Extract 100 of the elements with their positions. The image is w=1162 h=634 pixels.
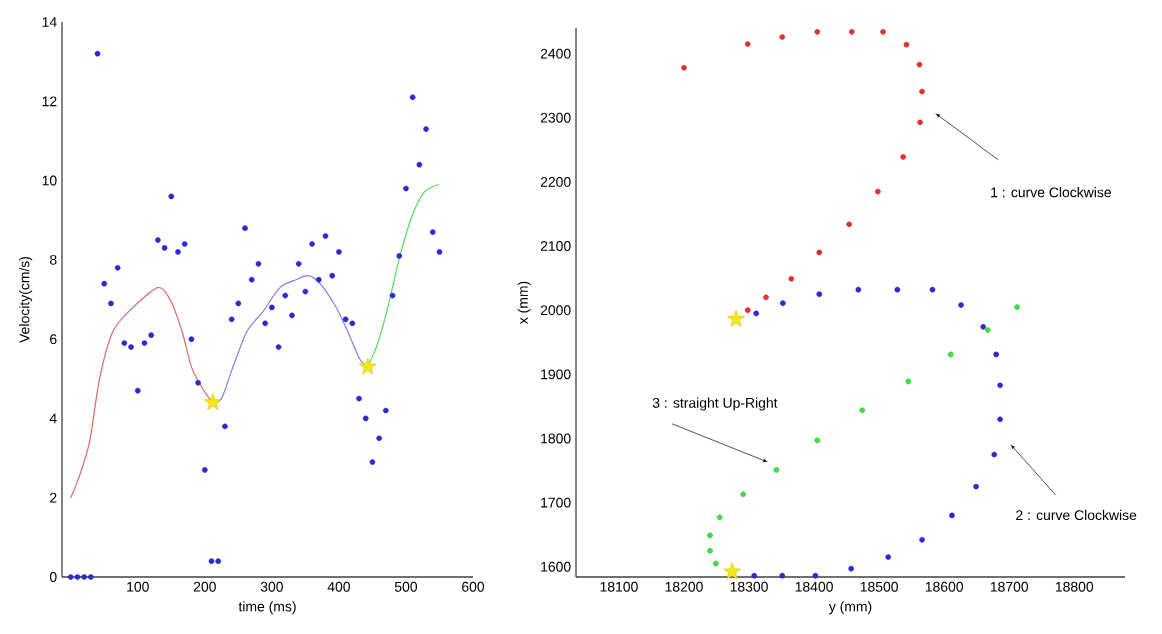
point: [222, 423, 228, 430]
point: [356, 395, 362, 402]
x-tick-label: 18200: [665, 581, 703, 592]
x-tick-label: 18100: [600, 581, 638, 592]
point: [855, 286, 862, 293]
point: [188, 336, 195, 342]
y-tick-label: 1800: [541, 433, 571, 444]
point: [875, 188, 881, 195]
point: [1014, 304, 1020, 310]
point: [723, 562, 741, 580]
x-tick-label: 18600: [925, 581, 964, 592]
point: [403, 185, 409, 192]
y-tick-label: 2000: [540, 305, 571, 316]
x-tick-label: 400: [327, 581, 350, 592]
point: [262, 320, 268, 327]
point: [751, 572, 758, 579]
point: [744, 307, 751, 313]
y-tick-label: 2: [50, 492, 57, 503]
point: [997, 416, 1003, 423]
y-tick-label: 1600: [541, 561, 571, 572]
point: [716, 514, 723, 521]
point: [329, 272, 335, 279]
point: [744, 41, 751, 47]
point: [814, 29, 821, 35]
point: [309, 241, 315, 247]
point: [409, 94, 416, 101]
point: [949, 512, 955, 519]
point: [929, 286, 936, 293]
point: [349, 320, 356, 327]
point: [849, 29, 855, 35]
point: [141, 340, 148, 346]
point: [175, 249, 181, 255]
x-tick-label: 200: [193, 581, 216, 592]
y-tick-label: 2400: [540, 48, 571, 59]
point: [740, 491, 746, 498]
point: [429, 229, 436, 235]
y-tick-label: 10: [42, 175, 57, 186]
point: [376, 435, 382, 442]
point: [816, 291, 823, 297]
point: [713, 560, 719, 567]
point: [228, 316, 235, 323]
annotation: 1 : curve Clockwise: [991, 187, 1111, 198]
y-tick-label: 6: [50, 334, 57, 345]
point: [289, 312, 295, 319]
x-tick-label: 600: [462, 581, 485, 592]
x-tick-label: 18800: [1055, 581, 1094, 592]
point: [242, 225, 248, 231]
point: [282, 292, 289, 299]
point: [763, 294, 769, 301]
point: [204, 393, 222, 411]
x-tick-label: 100: [127, 581, 149, 592]
x-axis-title: time (ms): [238, 601, 296, 615]
point: [997, 382, 1003, 389]
y-tick-label: 2300: [540, 112, 571, 123]
x-tick-label: 18700: [990, 581, 1029, 592]
y-tick-label: 1900: [541, 369, 571, 380]
point: [202, 467, 208, 473]
point: [980, 324, 987, 330]
point: [880, 29, 886, 35]
annotation: 2 : curve Clockwise: [1016, 509, 1137, 521]
y-axis-title: Velocity(cm/s): [19, 256, 33, 343]
point: [342, 316, 349, 323]
point: [396, 253, 403, 259]
point: [423, 126, 429, 132]
x-axis-title: y (mm): [828, 601, 872, 615]
point: [215, 558, 222, 564]
point: [773, 467, 780, 473]
point: [248, 276, 255, 283]
point: [134, 387, 141, 394]
point: [991, 451, 998, 458]
point: [779, 34, 786, 40]
x-tick-label: 500: [394, 581, 418, 592]
point: [681, 64, 687, 71]
point: [780, 300, 786, 306]
point: [894, 286, 901, 293]
x-tick-label: 18500: [860, 581, 898, 592]
point: [903, 41, 910, 48]
point: [121, 340, 128, 346]
point: [362, 415, 369, 422]
point: [859, 407, 866, 414]
point: [88, 574, 94, 580]
y-tick-label: 12: [42, 96, 57, 107]
point: [905, 378, 912, 385]
x-tick-label: 18400: [795, 581, 833, 592]
point: [101, 280, 108, 287]
y-tick-label: 8: [50, 254, 57, 265]
point: [148, 332, 154, 338]
point: [316, 276, 322, 283]
point: [94, 50, 101, 57]
point: [195, 379, 201, 386]
point: [900, 154, 906, 160]
point: [753, 310, 759, 317]
point: [816, 249, 823, 256]
point: [108, 300, 114, 307]
point: [275, 344, 282, 350]
point: [947, 351, 954, 358]
y-tick-label: 2100: [540, 241, 571, 251]
point: [322, 233, 329, 239]
point: [168, 193, 175, 200]
point: [269, 304, 275, 311]
